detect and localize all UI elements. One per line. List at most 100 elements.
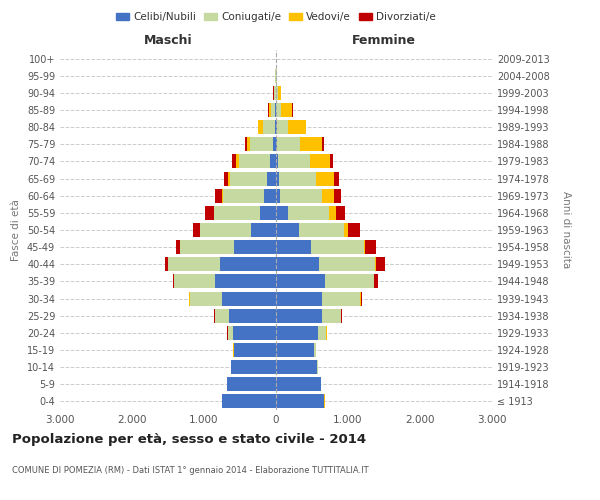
Bar	[222, 292, 276, 306]
Bar	[271, 103, 275, 117]
Bar	[232, 360, 276, 374]
Bar	[319, 258, 376, 272]
Text: Popolazione per età, sesso e stato civile - 2014: Popolazione per età, sesso e stato civil…	[12, 432, 366, 446]
Bar	[276, 360, 317, 374]
Bar	[193, 223, 200, 237]
Y-axis label: Anni di nascita: Anni di nascita	[561, 192, 571, 268]
Bar	[173, 274, 175, 288]
Bar	[311, 240, 364, 254]
Bar	[288, 120, 305, 134]
Bar	[224, 172, 229, 185]
Bar	[247, 138, 250, 151]
Bar	[233, 343, 234, 357]
Bar	[229, 308, 276, 322]
Bar	[227, 378, 276, 392]
Bar	[188, 292, 190, 306]
Bar	[276, 172, 279, 185]
Bar	[260, 206, 276, 220]
Bar	[276, 274, 325, 288]
Bar	[276, 138, 277, 151]
Bar	[275, 120, 276, 134]
Bar	[277, 138, 300, 151]
Bar	[277, 120, 288, 134]
Bar	[268, 172, 276, 185]
Bar	[166, 258, 168, 272]
Bar	[236, 154, 239, 168]
Bar	[230, 172, 268, 185]
Bar	[344, 223, 347, 237]
Bar	[364, 240, 365, 254]
Bar	[200, 223, 251, 237]
Bar	[281, 103, 292, 117]
Bar	[276, 308, 322, 322]
Bar	[234, 240, 276, 254]
Bar	[276, 258, 319, 272]
Bar	[176, 240, 180, 254]
Bar	[273, 138, 276, 151]
Bar	[270, 154, 276, 168]
Bar	[287, 206, 329, 220]
Bar	[299, 223, 344, 237]
Bar	[276, 154, 278, 168]
Bar	[330, 154, 333, 168]
Bar	[276, 240, 311, 254]
Y-axis label: Fasce di età: Fasce di età	[11, 199, 21, 261]
Bar	[265, 188, 276, 202]
Bar	[276, 120, 277, 134]
Text: COMUNE DI POMEZIA (RM) - Dati ISTAT 1° gennaio 2014 - Elaborazione TUTTITALIA.IT: COMUNE DI POMEZIA (RM) - Dati ISTAT 1° g…	[12, 466, 368, 475]
Bar	[314, 343, 316, 357]
Bar	[278, 154, 310, 168]
Bar	[251, 223, 276, 237]
Bar	[322, 188, 334, 202]
Bar	[277, 103, 281, 117]
Bar	[336, 206, 345, 220]
Bar	[250, 138, 273, 151]
Bar	[276, 223, 299, 237]
Bar	[277, 86, 278, 100]
Bar	[205, 206, 214, 220]
Bar	[190, 292, 222, 306]
Bar	[269, 103, 271, 117]
Bar	[263, 120, 275, 134]
Bar	[322, 292, 360, 306]
Bar	[274, 86, 275, 100]
Bar	[222, 394, 276, 408]
Bar	[276, 206, 287, 220]
Bar	[215, 308, 229, 322]
Bar	[276, 343, 314, 357]
Legend: Celibi/Nubili, Coniugati/e, Vedovi/e, Divorziati/e: Celibi/Nubili, Coniugati/e, Vedovi/e, Di…	[112, 8, 440, 26]
Bar	[214, 206, 260, 220]
Bar	[233, 326, 276, 340]
Bar	[276, 378, 320, 392]
Bar	[329, 206, 336, 220]
Bar	[215, 188, 222, 202]
Bar	[316, 172, 334, 185]
Text: Maschi: Maschi	[143, 34, 193, 46]
Bar	[276, 292, 322, 306]
Bar	[278, 86, 281, 100]
Bar	[318, 326, 326, 340]
Bar	[223, 188, 265, 202]
Bar	[322, 308, 341, 322]
Bar	[215, 274, 276, 288]
Bar	[220, 258, 276, 272]
Bar	[276, 188, 280, 202]
Bar	[245, 138, 247, 151]
Bar	[322, 138, 324, 151]
Bar	[259, 120, 263, 134]
Bar	[300, 138, 322, 151]
Bar	[376, 258, 385, 272]
Bar	[334, 172, 338, 185]
Bar	[347, 223, 360, 237]
Bar	[168, 258, 220, 272]
Bar	[276, 326, 318, 340]
Bar	[365, 240, 376, 254]
Bar	[334, 188, 341, 202]
Bar	[279, 172, 316, 185]
Bar	[234, 343, 276, 357]
Bar	[228, 326, 233, 340]
Bar	[229, 172, 230, 185]
Bar	[222, 188, 223, 202]
Bar	[325, 274, 374, 288]
Bar	[276, 394, 324, 408]
